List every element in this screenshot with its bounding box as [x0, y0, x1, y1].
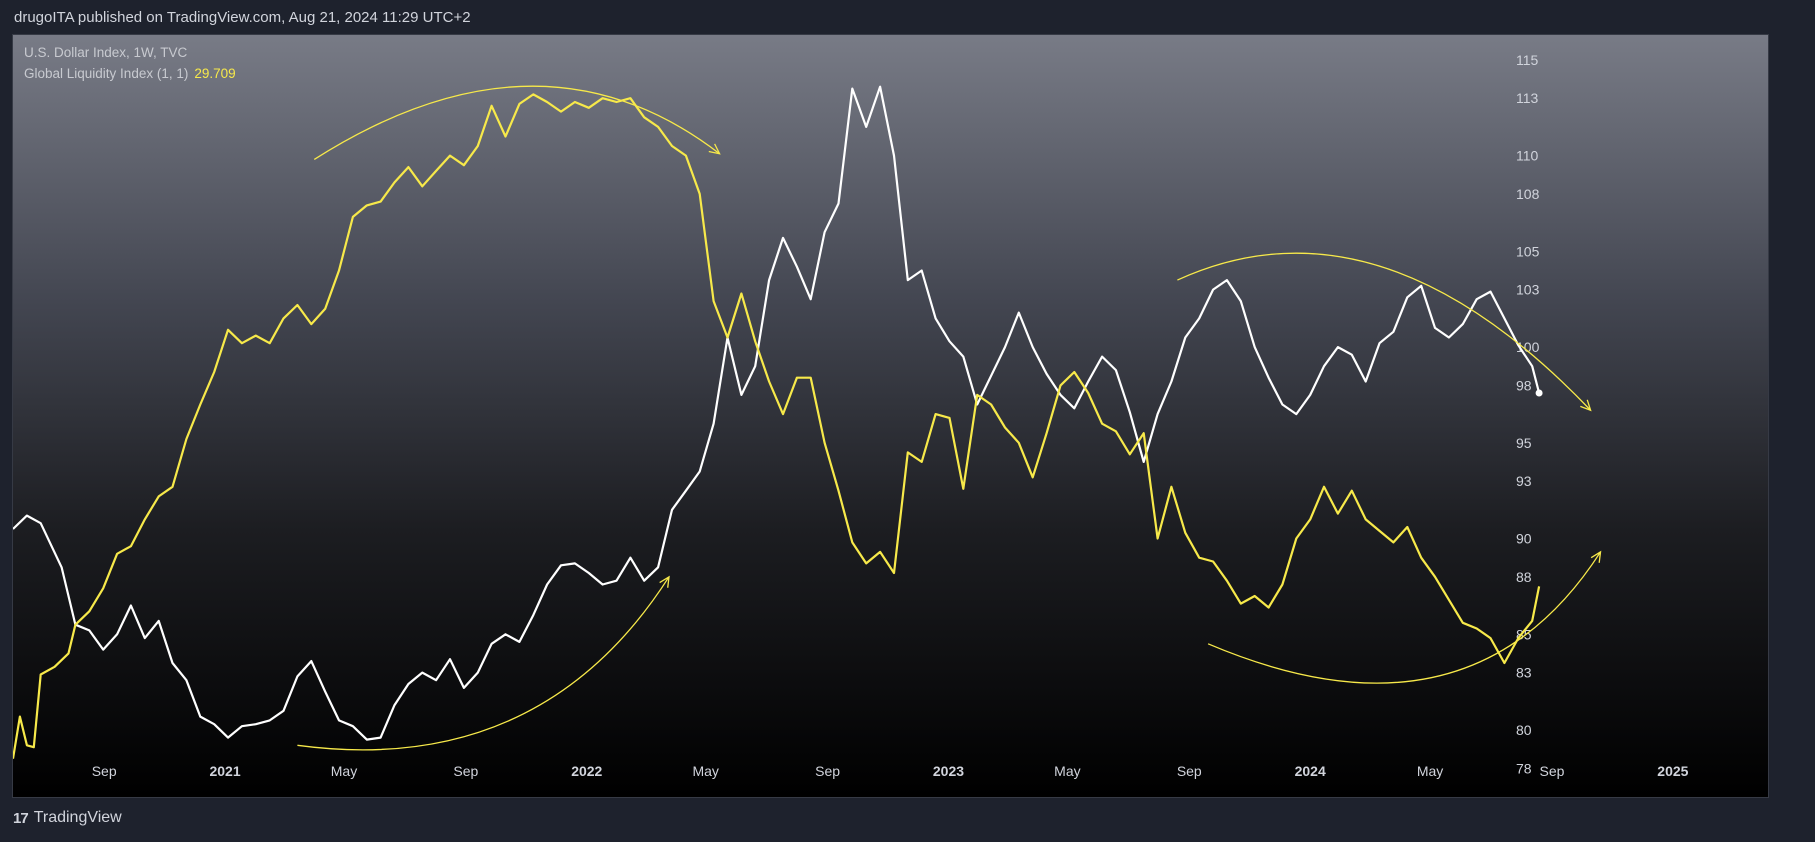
x-tick-label: Sep: [1177, 763, 1202, 779]
annotation-arc: [1207, 551, 1602, 684]
tradingview-logo-icon: 17: [13, 809, 29, 827]
y-tick-label: 90: [1516, 531, 1532, 547]
y-tick-label: 98: [1516, 377, 1532, 393]
x-tick-label: Sep: [1540, 763, 1565, 779]
annotation-arc: [1177, 252, 1592, 411]
annotation-arrowhead: [708, 143, 721, 155]
y-tick-label: 93: [1516, 473, 1532, 489]
x-tick-label: 2025: [1657, 763, 1688, 779]
y-tick-label: 108: [1516, 186, 1540, 202]
y-tick-label: 95: [1516, 435, 1532, 451]
series-line-gli: [13, 93, 1541, 759]
legend-dxy-label: U.S. Dollar Index, 1W, TVC: [24, 45, 188, 60]
annotation-arrowhead: [1590, 550, 1602, 563]
x-tick-label: May: [1054, 763, 1080, 779]
publish-header: drugoITA published on TradingView.com, A…: [14, 9, 471, 26]
x-tick-label: 2022: [571, 763, 602, 779]
annotation-arc: [313, 85, 720, 160]
annotation-arc: [297, 576, 670, 751]
y-tick-label: 78: [1516, 760, 1532, 776]
y-tick-label: 103: [1516, 282, 1540, 298]
legend-gli-value: 29.709: [194, 66, 236, 81]
x-tick-label: 2021: [209, 763, 240, 779]
legend-dxy[interactable]: U.S. Dollar Index, 1W, TVC: [24, 45, 187, 60]
chart-plot[interactable]: 115113110108105103100989593908885838078S…: [13, 35, 1768, 797]
y-tick-label: 115: [1516, 52, 1539, 68]
legend-gli-label: Global Liquidity Index (1, 1): [24, 66, 189, 81]
x-tick-label: Sep: [92, 763, 117, 779]
y-tick-label: 110: [1516, 148, 1539, 164]
x-tick-label: Sep: [815, 763, 840, 779]
legend-gli[interactable]: Global Liquidity Index (1, 1) 29.709: [24, 66, 236, 81]
tradingview-brand-text: TradingView: [33, 809, 122, 826]
series-line-dxy: [13, 85, 1541, 741]
x-tick-label: May: [331, 763, 357, 779]
dxy-last-point: [1535, 389, 1543, 397]
x-tick-label: 2024: [1295, 763, 1326, 779]
annotation-arrowhead: [659, 575, 670, 588]
x-tick-label: Sep: [453, 763, 478, 779]
y-tick-label: 113: [1516, 90, 1539, 106]
y-tick-label: 80: [1516, 722, 1532, 738]
y-tick-label: 105: [1516, 243, 1540, 259]
y-tick-label: 88: [1516, 569, 1532, 585]
x-tick-label: 2023: [933, 763, 964, 779]
y-tick-label: 83: [1516, 665, 1532, 681]
chart-panel[interactable]: 115 113 110 108 105 103 100 98 95 93 90 88 85 83 80 78 S…: [12, 34, 1769, 798]
tradingview-logo[interactable]: 17 TradingView: [13, 809, 122, 827]
annotation-arrowhead: [1580, 399, 1592, 412]
x-tick-label: May: [692, 763, 718, 779]
x-tick-label: May: [1417, 763, 1443, 779]
